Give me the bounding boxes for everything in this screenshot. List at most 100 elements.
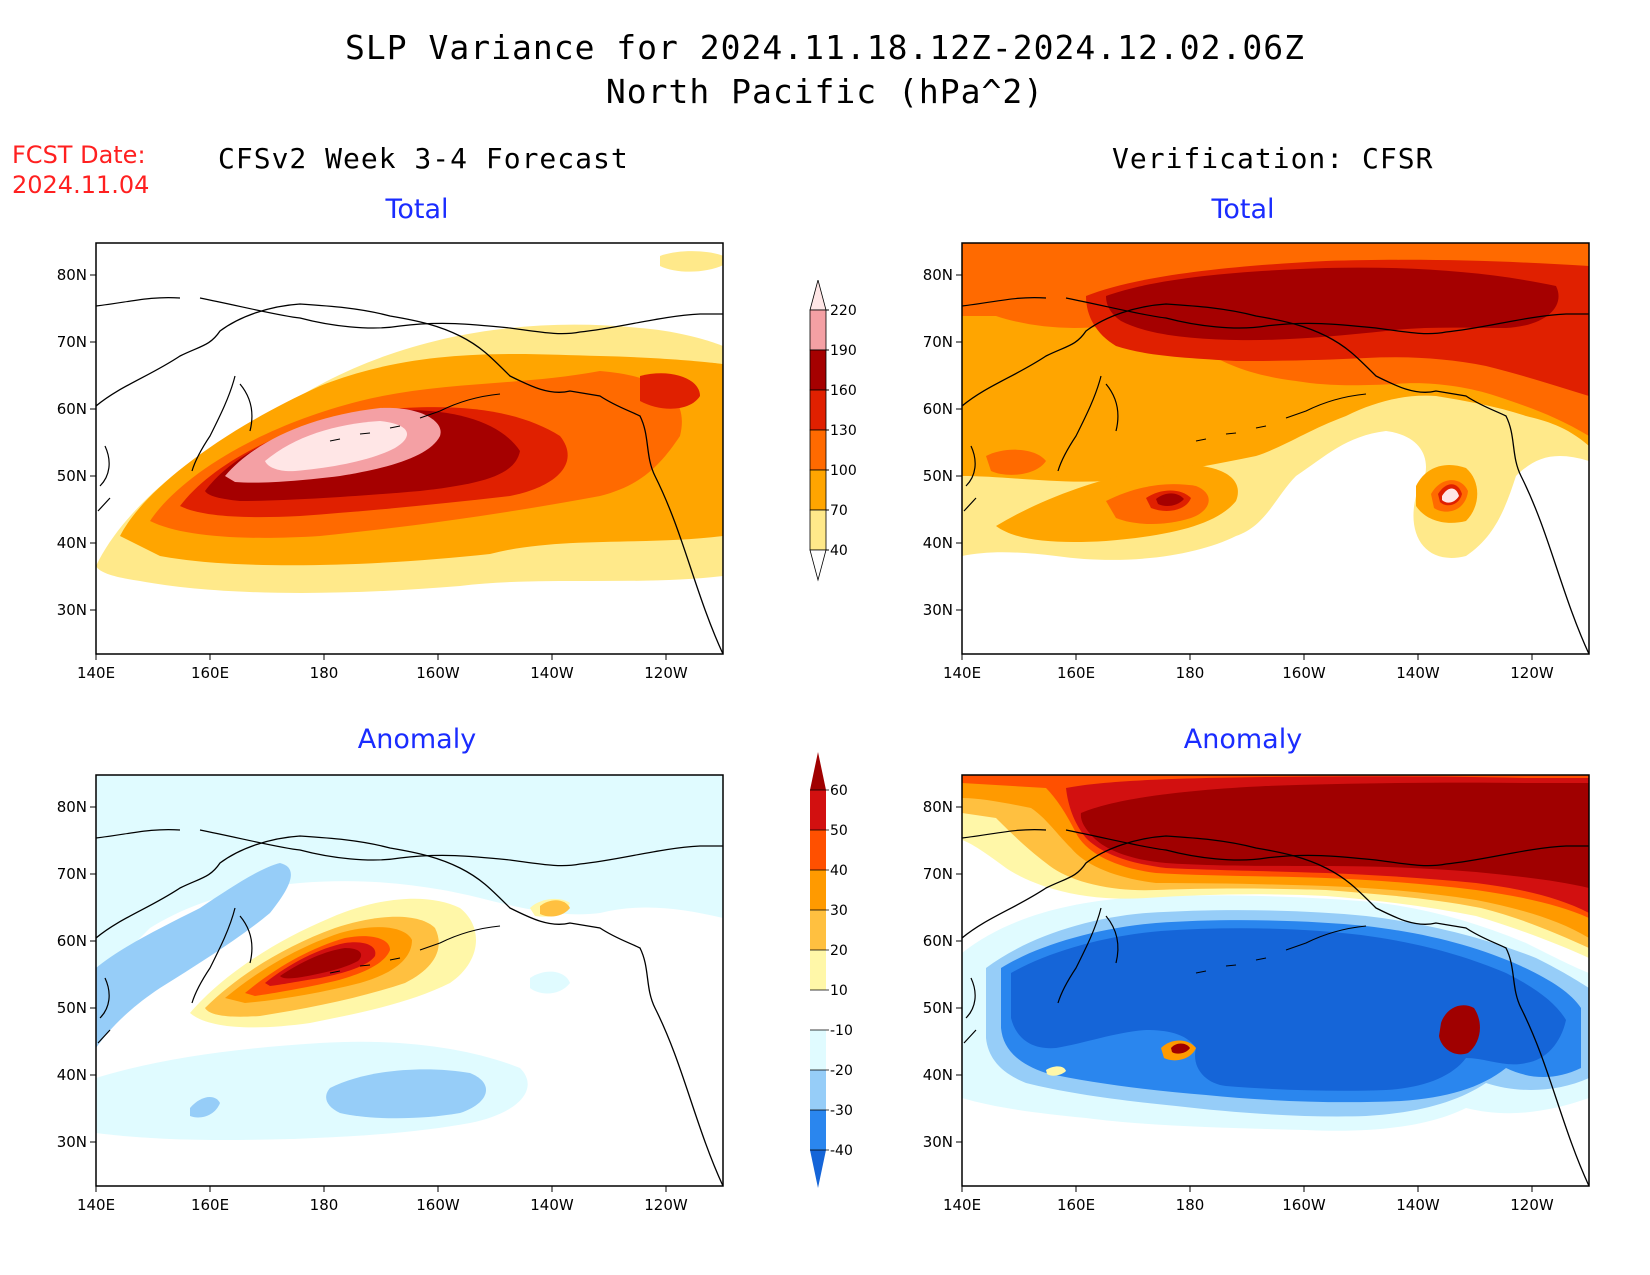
coastline-north xyxy=(962,829,1589,867)
colorbar-label: -10 xyxy=(830,1023,853,1039)
lat-axis: 80N 70N 60N 50N 40N 30N xyxy=(923,798,962,1151)
kamchatka xyxy=(1057,907,1119,1004)
colorbar-label: 130 xyxy=(830,423,857,439)
contour-60 xyxy=(280,948,362,979)
forecast-total-title: Total xyxy=(385,194,449,225)
coastline xyxy=(962,835,1589,1186)
lon-label-140w: 140W xyxy=(1396,664,1440,682)
colorbar-box xyxy=(810,1110,826,1150)
lat-axis: 80N 70N 60N 50N 40N 30N xyxy=(923,266,962,619)
lat-label-60n: 60N xyxy=(57,932,87,950)
lat-label-80n: 80N xyxy=(923,798,953,816)
lon-label-120w: 120W xyxy=(644,1196,688,1214)
contour-neg40 xyxy=(1011,928,1566,1091)
colorbar-label: 40 xyxy=(830,543,848,559)
verification-anomaly-map: 80N 70N 60N 50N 40N 30N 140E 160E 180 16… xyxy=(906,768,1606,1218)
lat-label-70n: 70N xyxy=(923,865,953,883)
verification-total-map-svg: 80N 70N 60N 50N 40N 30N 140E 160E 180 16… xyxy=(923,242,1590,682)
lon-label-140w: 140W xyxy=(530,664,574,682)
lat-label-50n: 50N xyxy=(57,467,87,485)
map-frame xyxy=(95,242,724,655)
kamchatka xyxy=(191,375,253,472)
colorbar-label: 220 xyxy=(830,303,857,319)
lon-label-120w: 120W xyxy=(644,664,688,682)
lat-label-80n: 80N xyxy=(57,266,87,284)
colorbar-label: 70 xyxy=(830,503,848,519)
lat-label-30n: 30N xyxy=(923,601,953,619)
colorbar-label: -40 xyxy=(830,1143,853,1159)
forecast-total-map: 80N 70N 60N 50N 40N 30N 140E 160E 180 16… xyxy=(40,236,740,686)
colorbar-label: 20 xyxy=(830,943,848,959)
colorbar-box xyxy=(810,790,826,830)
lon-axis: 140E 160E 180 160W 140W 120W xyxy=(77,1186,688,1214)
verification-total-title: Total xyxy=(1211,194,1275,225)
lon-label-160e: 160E xyxy=(1057,664,1095,682)
anomaly-colorbar-svg: 60 50 40 30 20 10 -10 -20 -30 -40 xyxy=(810,752,853,1188)
lat-label-60n: 60N xyxy=(923,400,953,418)
coastline xyxy=(96,835,723,1186)
contour-neg10-north xyxy=(96,775,723,978)
colorbar-label: 50 xyxy=(830,823,848,839)
lon-label-120w: 120W xyxy=(1510,664,1554,682)
forecast-anomaly-map: 80N 70N 60N 50N 40N 30N 140E 160E 180 16… xyxy=(40,768,740,1218)
colorbar-box xyxy=(810,1070,826,1110)
contour-20-east xyxy=(540,900,570,917)
forecast-date-block: FCST Date: 2024.11.04 xyxy=(12,140,149,200)
lat-label-50n: 50N xyxy=(923,999,953,1017)
lon-label-140e: 140E xyxy=(943,1196,981,1214)
colorbar-label: -20 xyxy=(830,1063,853,1079)
lon-label-180: 180 xyxy=(310,664,339,682)
forecast-total-map-svg: 80N 70N 60N 50N 40N 30N 140E 160E 180 16… xyxy=(57,242,724,682)
contour-neg20-south xyxy=(326,1069,487,1119)
kamchatka xyxy=(191,907,253,1004)
colorbar-top-extension xyxy=(809,278,827,311)
anomaly-colorbar: 60 50 40 30 20 10 -10 -20 -30 -40 xyxy=(800,750,880,1214)
total-colorbar: 220 190 160 130 100 70 40 xyxy=(800,278,880,624)
lat-label-60n: 60N xyxy=(57,400,87,418)
aleutians xyxy=(329,393,501,442)
lat-label-70n: 70N xyxy=(57,865,87,883)
colorbar-label: 30 xyxy=(830,903,848,919)
lat-label-80n: 80N xyxy=(57,798,87,816)
japan xyxy=(97,977,111,1044)
colorbar-top-extension xyxy=(810,752,826,790)
lat-label-60n: 60N xyxy=(923,932,953,950)
colorbar-bottom-extension xyxy=(810,1150,826,1188)
contour-130-east xyxy=(640,373,700,409)
figure-title: SLP Variance for 2024.11.18.12Z-2024.12.… xyxy=(345,28,1305,67)
lat-axis: 80N 70N 60N 50N 40N 30N xyxy=(57,266,96,619)
total-colorbar-svg: 220 190 160 130 100 70 40 xyxy=(809,278,857,582)
map-frame xyxy=(961,242,1590,655)
lon-label-120w: 120W xyxy=(1510,1196,1554,1214)
forecast-date-value: 2024.11.04 xyxy=(12,171,150,199)
colorbar-label: 190 xyxy=(830,343,857,359)
lon-label-140w: 140W xyxy=(1396,1196,1440,1214)
forecast-date-label: FCST Date: xyxy=(12,141,146,169)
contour-neg20-sw xyxy=(190,1096,220,1118)
lat-label-40n: 40N xyxy=(923,1066,953,1084)
lat-label-40n: 40N xyxy=(57,1066,87,1084)
contour-10-sw xyxy=(1046,1066,1066,1076)
verification-anomaly-title: Anomaly xyxy=(1183,724,1303,755)
lat-label-50n: 50N xyxy=(57,999,87,1017)
colorbar-box xyxy=(809,309,827,351)
lat-label-80n: 80N xyxy=(923,266,953,284)
lon-label-180: 180 xyxy=(1176,664,1205,682)
map-frame xyxy=(95,774,724,1187)
lat-label-70n: 70N xyxy=(57,333,87,351)
lon-axis: 140E 160E 180 160W 140W 120W xyxy=(943,1186,1554,1214)
forecast-column-title: CFSv2 Week 3-4 Forecast xyxy=(218,142,629,175)
colorbar-label: 160 xyxy=(830,383,857,399)
lat-label-30n: 30N xyxy=(57,1133,87,1151)
colorbar-label: -30 xyxy=(830,1103,853,1119)
forecast-anomaly-map-svg: 80N 70N 60N 50N 40N 30N 140E 160E 180 16… xyxy=(57,774,724,1214)
colorbar-box xyxy=(810,910,826,950)
colorbar-label: 40 xyxy=(830,863,848,879)
lon-label-160e: 160E xyxy=(1057,1196,1095,1214)
lat-label-50n: 50N xyxy=(923,467,953,485)
lon-label-160w: 160W xyxy=(416,1196,460,1214)
lat-label-30n: 30N xyxy=(57,601,87,619)
lon-label-140w: 140W xyxy=(530,1196,574,1214)
lon-label-160e: 160E xyxy=(191,664,229,682)
aleutians xyxy=(329,925,501,974)
